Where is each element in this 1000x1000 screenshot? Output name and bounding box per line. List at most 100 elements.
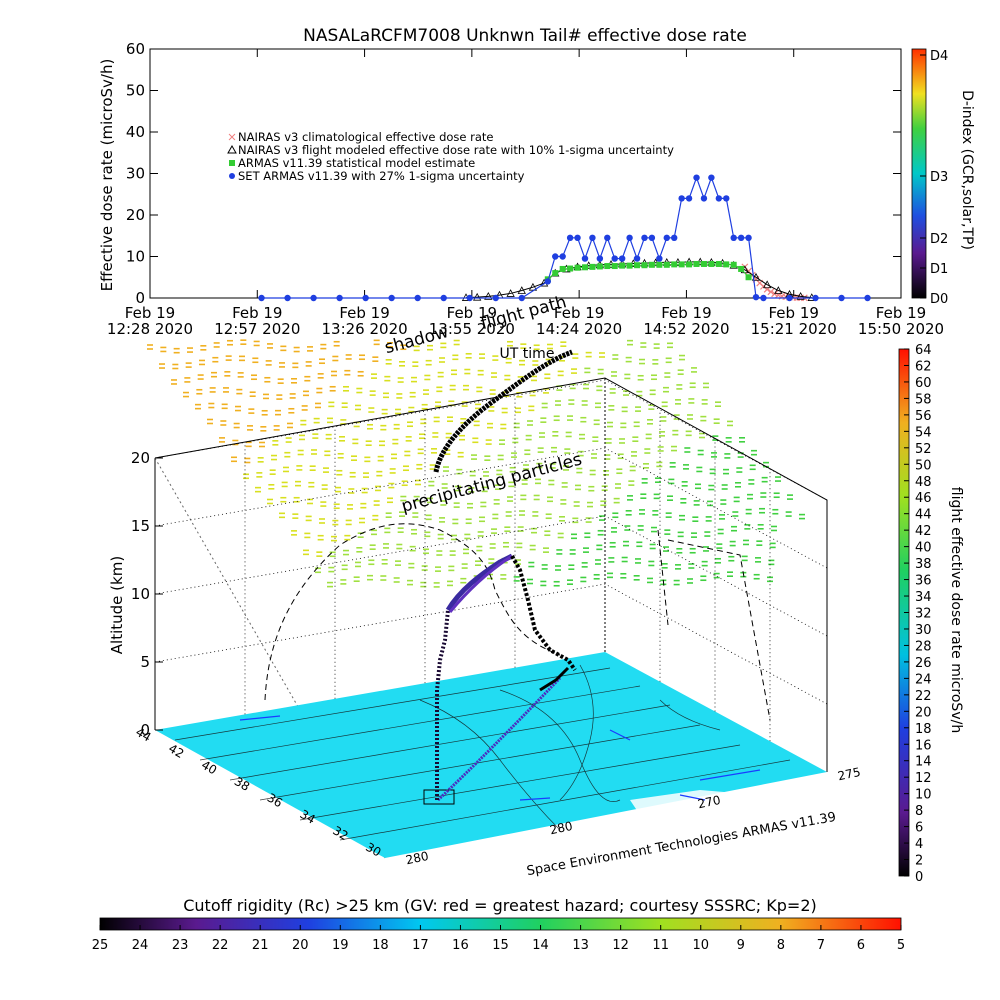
gulf-water	[630, 772, 827, 815]
x-tick-date: Feb 19	[447, 304, 497, 322]
nairas-model-point	[774, 286, 783, 294]
top-series-group	[258, 174, 871, 302]
x-tick-time: 12:28 2020	[107, 320, 193, 338]
armas-measured-point	[604, 234, 611, 242]
armas-model-point	[611, 263, 618, 270]
y-tick-label: 20	[126, 206, 145, 224]
armas-model-point	[738, 265, 745, 272]
x-tick-date: Feb 19	[232, 304, 282, 322]
armas-measured-point	[589, 234, 596, 242]
cutoff-tick-label: 23	[172, 938, 189, 953]
dose-colorbar-tick-label: 20	[915, 705, 932, 720]
dose-colorbar-tick-label: 24	[915, 672, 932, 687]
dose-colorbar-tick-label: 6	[915, 821, 923, 836]
x-tick-time: 13:26 2020	[321, 320, 407, 338]
d-index-colorbar	[911, 48, 927, 299]
altitude-gridline	[154, 583, 828, 705]
dose-colorbar-tick-label: 32	[915, 607, 932, 622]
armas-measured-point	[745, 234, 752, 242]
dose-colorbar-tick-label: 54	[915, 425, 932, 440]
armas-measured-point	[678, 195, 685, 202]
armas-model-point	[634, 262, 641, 269]
armas-measured-point	[626, 234, 633, 242]
armas-model-point	[700, 260, 707, 267]
cutoff-colorbar-ticks: 25 24 23 22 21 20 19 18 17 16 15 14 13 12 11 10 9 8 7 6 5	[92, 925, 905, 953]
dose-colorbar-tick-label: 30	[915, 623, 932, 638]
d-index-tick-label: D0	[930, 292, 948, 307]
cutoff-tick-label: 12	[612, 938, 629, 953]
armas-measured-point	[838, 294, 845, 302]
dose-colorbar-tick-label: 12	[915, 771, 932, 786]
cutoff-tick-label: 7	[817, 938, 825, 953]
cutoff-tick-label: 17	[412, 938, 429, 953]
x-tick-time: 13:55 2020	[429, 320, 515, 338]
armas-model-point	[663, 261, 670, 268]
armas-model-point	[641, 262, 648, 269]
armas-measured-point	[258, 294, 265, 302]
armas-measured-point	[656, 255, 663, 262]
armas-measured-point	[611, 255, 618, 262]
x-tick-date: Feb 19	[769, 304, 819, 322]
dose-colorbar-tick-label: 56	[915, 409, 932, 424]
armas-model-point	[589, 263, 596, 270]
armas-measured-point	[310, 294, 317, 302]
y-tick-label: 40	[126, 123, 145, 141]
armas-measured-point	[864, 294, 871, 302]
altitude-gridline	[154, 515, 828, 637]
legend-marker	[228, 133, 236, 141]
altitude-tick-label: 20	[131, 449, 150, 467]
series-line-2	[547, 263, 749, 280]
armas-measured-point	[786, 294, 793, 302]
nairas-model-point	[762, 280, 772, 289]
flight-path-top-projection	[433, 349, 573, 473]
ut-time-label: UT time	[500, 346, 555, 362]
armas-model-point	[723, 261, 730, 268]
armas-measured-point	[693, 174, 700, 181]
flight-path-3d	[435, 553, 577, 800]
armas-model-point	[567, 265, 574, 272]
latitude-tick-label: 34	[298, 807, 318, 827]
altitude-axis-label: Altitude (km)	[108, 556, 126, 654]
dose-colorbar-tick-label: 34	[915, 590, 932, 605]
longitude-tick-label: 280	[405, 849, 430, 867]
x-tick-time: 15:50 2020	[858, 320, 944, 338]
longitude-ticks: 280 280 270 275	[405, 765, 862, 867]
cutoff-tick-label: 22	[212, 938, 229, 953]
nairas-model-point	[517, 286, 526, 294]
armas-measured-point	[633, 255, 641, 262]
latitude-ticks: 44 42 40 38 36 34 32 30	[133, 725, 383, 860]
armas-model-point	[574, 264, 581, 271]
armas-measured-point	[284, 294, 291, 302]
nairas-model-point	[506, 289, 515, 297]
latitude-tick-label: 38	[232, 774, 252, 794]
cutoff-tick-label: 19	[332, 938, 349, 953]
top-y-axis: 0 10 20 30 40 50 60	[126, 40, 901, 307]
dose-colorbar-tick-label: 14	[915, 755, 932, 770]
dose-colorbar-tick-label: 16	[915, 738, 932, 753]
dose-colorbar-tick-label: 50	[915, 458, 932, 473]
particles-label: precipitating particles	[399, 449, 584, 516]
x-tick-time: 14:52 2020	[643, 320, 729, 338]
dose-colorbar-tick-label: 8	[915, 804, 923, 819]
cutoff-tick-label: 18	[372, 938, 389, 953]
armas-model-point	[708, 260, 715, 267]
dose-colorbar-tick-label: 18	[915, 722, 932, 737]
cutoff-tick-label: 21	[252, 938, 269, 953]
armas-model-point	[626, 262, 633, 269]
ground-plane	[155, 652, 827, 858]
x-tick-date: Feb 19	[876, 304, 926, 322]
armas-measured-point	[518, 294, 525, 302]
dose-colorbar-tick-label: 60	[915, 376, 932, 391]
latitude-tick-label: 44	[133, 725, 153, 745]
x-tick-date: Feb 19	[554, 304, 604, 322]
armas-measured-point	[723, 195, 730, 202]
armas-measured-point	[559, 253, 566, 260]
armas-measured-point	[552, 253, 559, 260]
cutoff-tick-label: 14	[532, 938, 549, 953]
armas-model-point	[678, 261, 685, 268]
dose-colorbar-tick-label: 46	[915, 491, 932, 506]
armas-measured-point	[414, 294, 421, 302]
dose-colorbar-tick-label: 62	[915, 359, 932, 374]
legend-marker	[227, 144, 237, 154]
legend-label: ARMAS v11.39 statistical model estimate	[238, 156, 475, 170]
